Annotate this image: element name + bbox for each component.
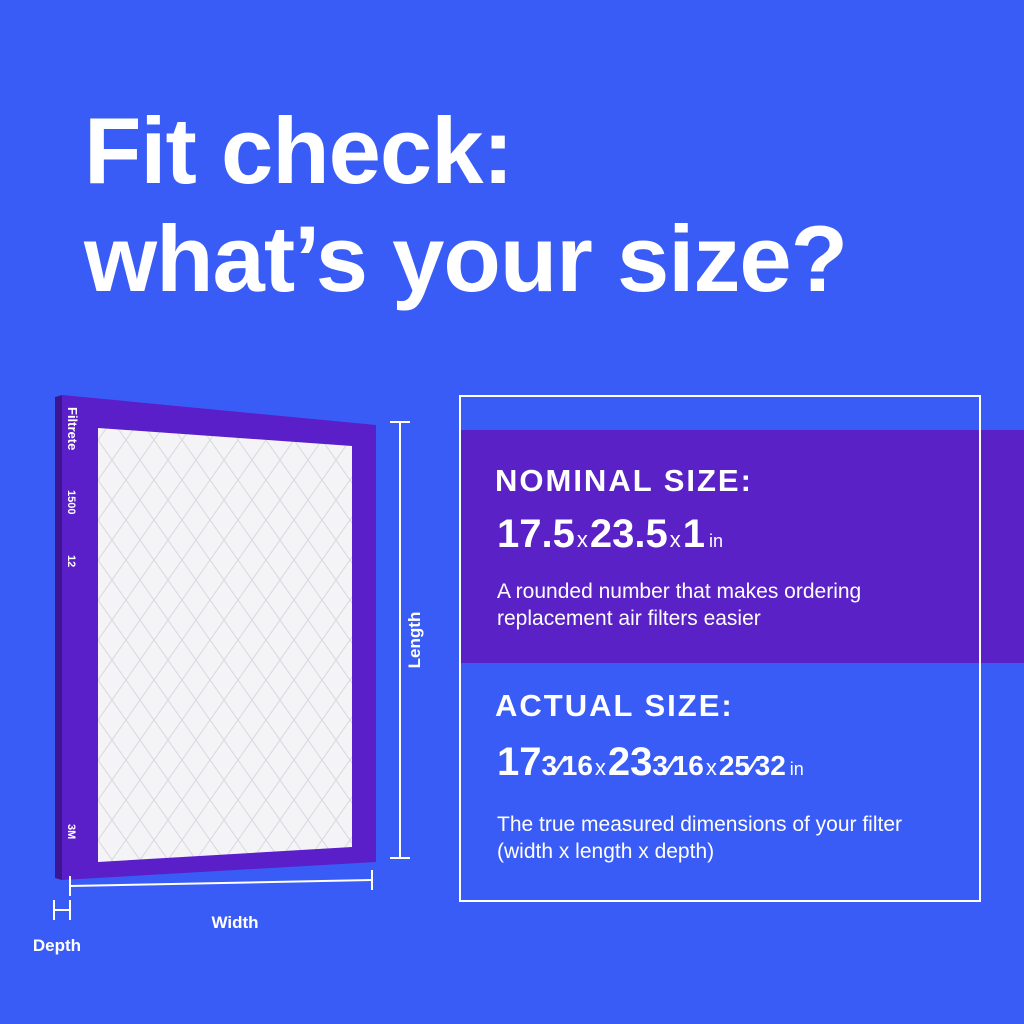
size-part: 25⁄32 [718,750,786,781]
size-part: x [576,527,588,552]
maker: 3M [65,824,77,839]
filter-illustration: Filtrete 1500 12 3M Length Width Depth [33,395,424,955]
size-part: 3⁄16 [541,750,593,781]
depth-label: Depth [33,936,81,955]
length-label: Length [405,612,424,669]
size-box [459,395,981,902]
size-part: x [705,755,717,780]
rating: 1500 [65,490,77,514]
size-part: 17 [497,740,542,784]
size-part: 23 [607,740,653,784]
nominal-size: 17.5x23.5x1 in [497,512,723,557]
nominal-description: A rounded number that makes ordering rep… [497,580,862,630]
pack: 12 [65,555,77,567]
size-part: 3⁄16 [652,750,704,781]
actual-description: The true measured dimensions of your fil… [497,813,903,863]
title-line: what’s your size? [84,206,848,311]
size-part: in [789,759,804,779]
nominal-band [459,430,1024,663]
size-part: 23.5 [589,512,668,556]
size-part: x [669,527,681,552]
nominal-heading: NOMINAL SIZE: [495,463,753,498]
size-part: in [708,531,723,551]
size-part: x [594,755,606,780]
width-label: Width [211,913,258,932]
actual-heading: ACTUAL SIZE: [495,688,734,723]
size-part: 17.5 [497,512,575,556]
actual-size: 173⁄16x233⁄16x25⁄32 in [497,740,804,785]
dimension-lines [53,421,410,920]
title-line: Fit check: [84,98,514,203]
brand: Filtrete [65,407,80,450]
size-part: 1 [682,512,705,556]
